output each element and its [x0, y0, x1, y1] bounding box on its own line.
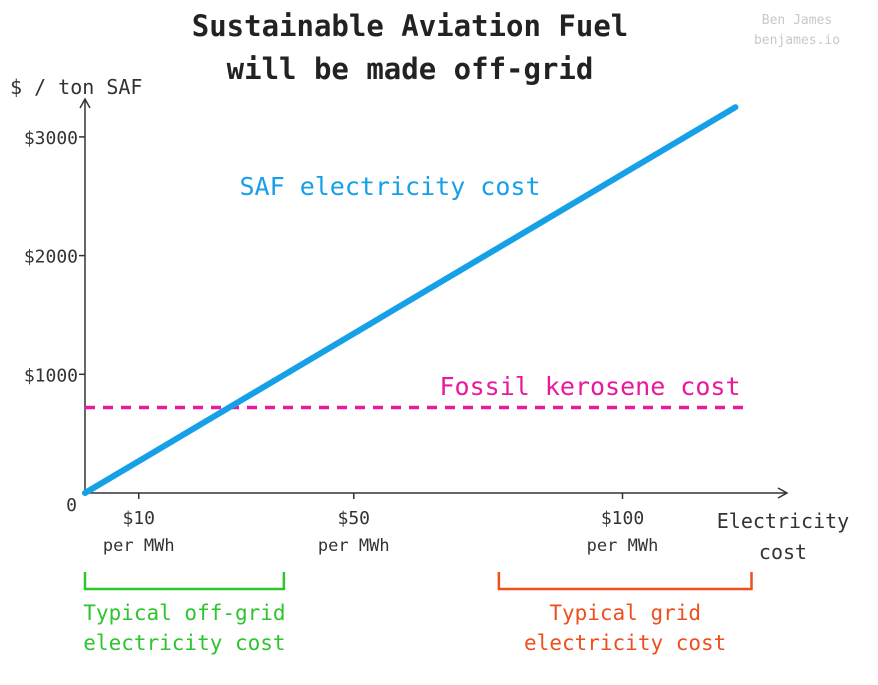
series-label-1: Fossil kerosene cost	[439, 372, 740, 401]
ticks: $1000 $2000 $3000 $10 per MWh $50 per MWh $100 p…	[24, 128, 659, 556]
credit-name: Ben James	[762, 13, 832, 28]
bracket-1	[497, 572, 753, 591]
chart-title-line-2: will be made off-grid	[227, 52, 594, 86]
bracket-label-1-0: Typical grid	[549, 601, 701, 625]
x-axis-label-line-2: cost	[759, 540, 807, 564]
y-axis-label: $ / ton SAF	[10, 75, 142, 99]
credit-site: benjames.io	[754, 33, 840, 48]
x-tick-label-2: $100	[601, 508, 644, 529]
x-axis-label-line-1: Electricity	[717, 509, 849, 533]
x-tick-sublabel-1: per MWh	[318, 536, 390, 556]
bracket-label-0-0: Typical off-grid	[83, 601, 285, 625]
series-label-0: SAF electricity cost	[239, 172, 540, 201]
x-tick-sublabel-0: per MWh	[103, 536, 175, 556]
y-tick-label-0: $1000	[24, 365, 78, 386]
series-line-0	[82, 104, 739, 496]
series: SAF electricity cost Fossil kerosene cost	[82, 104, 747, 496]
x-tick-label-1: $50	[337, 508, 370, 529]
bracket-0	[83, 572, 286, 591]
y-tick-label-2: $3000	[24, 128, 78, 149]
chart-title-line-1: Sustainable Aviation Fuel	[192, 9, 629, 43]
x-tick-label-0: $10	[122, 508, 155, 529]
brackets: Typical off-grid electricity cost Typical …	[83, 572, 753, 655]
y-axis-arrow	[79, 97, 91, 109]
y-origin-label: 0	[66, 495, 77, 516]
bracket-label-1-1: electricity cost	[524, 631, 726, 655]
y-tick-label-1: $2000	[24, 247, 78, 268]
x-axis-arrow	[777, 487, 789, 499]
bracket-label-0-1: electricity cost	[83, 631, 285, 655]
x-tick-sublabel-2: per MWh	[587, 536, 659, 556]
